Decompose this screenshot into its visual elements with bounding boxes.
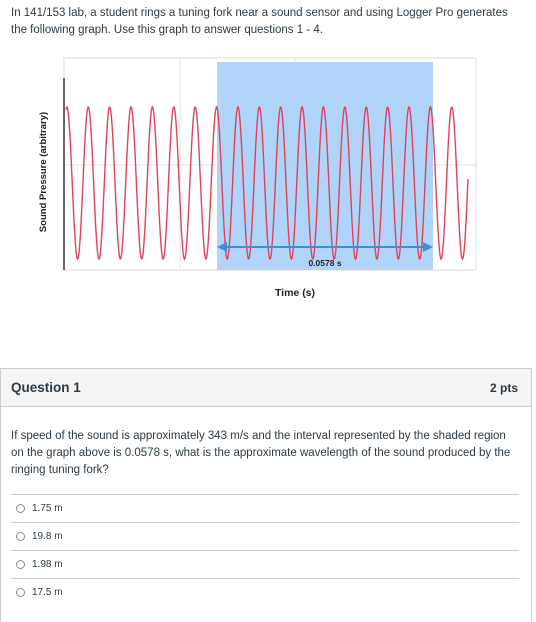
radio-button[interactable] xyxy=(16,588,25,597)
answer-label: 17.5 m xyxy=(32,587,63,598)
shaded-interval xyxy=(217,62,433,270)
answer-label: 19.8 m xyxy=(32,531,63,542)
question-card: Question 1 2 pts If speed of the sound i… xyxy=(0,368,532,622)
question-title: Question 1 xyxy=(11,380,81,395)
intro-text: In 141/153 lab, a student rings a tuning… xyxy=(11,7,508,36)
answer-list: 1.75 m 19.8 m 1.98 m 17.5 m xyxy=(11,494,519,606)
question-text: If speed of the sound is approximately 3… xyxy=(11,430,511,476)
interval-label: 0.0578 s xyxy=(308,258,341,268)
sound-wave xyxy=(65,105,469,261)
sound-pressure-graph: 0.0578 s Time (s) Sound Pressure (arbitr… xyxy=(0,40,536,340)
radio-button[interactable] xyxy=(16,504,25,513)
y-axis-label: Sound Pressure (arbitrary) xyxy=(38,112,49,232)
interval-arrow xyxy=(217,242,433,252)
answer-option[interactable]: 1.75 m xyxy=(11,494,519,522)
graph-canvas: 0.0578 s Time (s) Sound Pressure (arbitr… xyxy=(38,57,477,299)
answer-option[interactable]: 17.5 m xyxy=(11,578,519,606)
question-header: Question 1 2 pts xyxy=(1,369,531,407)
x-axis-label: Time (s) xyxy=(275,287,315,299)
answer-label: 1.75 m xyxy=(32,503,63,514)
answer-label: 1.98 m xyxy=(32,559,63,570)
answer-option[interactable]: 19.8 m xyxy=(11,522,519,550)
question-points: 2 pts xyxy=(489,381,518,395)
radio-button[interactable] xyxy=(16,560,25,569)
radio-button[interactable] xyxy=(16,532,25,541)
answer-option[interactable]: 1.98 m xyxy=(11,550,519,578)
